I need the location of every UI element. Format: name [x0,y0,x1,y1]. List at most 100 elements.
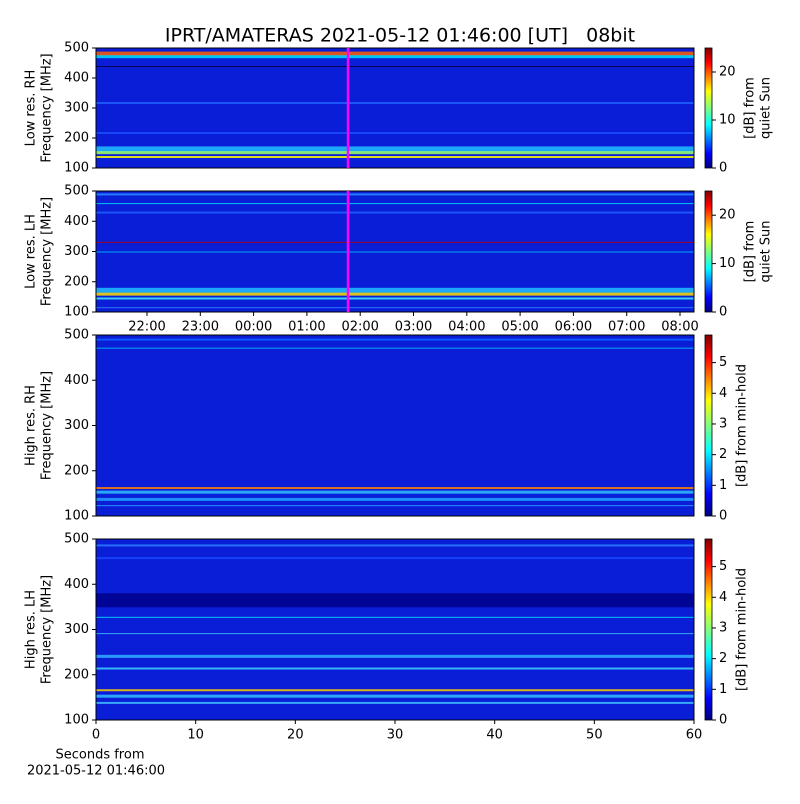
spectrogram-band [96,689,694,692]
y-axis-label: Low res. RH [24,70,39,147]
colorbar-tick-label: 2 [719,447,727,462]
spectrogram-band [96,616,694,618]
spectrogram-band [96,487,694,490]
x-tick-label: 40 [486,728,503,743]
colorbar-tick-label: 1 [719,682,727,697]
colorbar-tick-label: 3 [719,620,727,635]
spectrogram-band [96,251,694,253]
colorbar-label: [dB] from min-hold [735,568,750,691]
spectrogram-band [96,297,694,300]
y-tick-label: 200 [64,131,89,146]
spectrogram-band [96,633,694,635]
y-tick-label: 400 [64,214,89,229]
spectrogram-band [96,557,694,560]
colorbar-tick-label: 0 [719,161,727,176]
colorbar-tick-label: 5 [719,559,727,574]
colorbar-label: quiet Sun [759,220,774,282]
y-tick-label: 200 [64,667,89,682]
y-tick-label: 400 [64,71,89,86]
x-tick-label: 0 [92,728,100,743]
spectrogram-band [96,497,694,501]
spectrogram-band [96,694,694,698]
x-tick-label: 03:00 [395,320,432,335]
colorbar-tick-label: 1 [719,478,727,493]
y-tick-label: 500 [64,532,89,547]
colorbar [704,190,713,313]
colorbar-label: [dB] from [743,221,758,283]
colorbar-label: [dB] from [743,77,758,139]
spectrogram-band [96,593,694,608]
x-tick-label: 23:00 [182,320,219,335]
x-tick-label: 08:00 [661,320,698,335]
spectrogram-band [96,490,694,494]
y-tick-label: 400 [64,373,89,388]
y-tick-label: 300 [64,101,89,116]
y-tick-label: 100 [64,509,89,524]
x-tick-label: 05:00 [501,320,538,335]
spectrogram-band [96,66,694,67]
y-tick-label: 200 [64,274,89,289]
x-tick-label: 04:00 [448,320,485,335]
spectrogram-band [96,203,694,205]
y-tick-label: 200 [64,463,89,478]
colorbar-tick-label: 0 [719,713,727,728]
spectrogram-band [96,701,694,704]
spectrogram [96,539,694,720]
x-axis-label: 2021-05-12 01:46:00 [27,764,165,779]
spectrogram-band [96,241,694,243]
y-axis-label: Frequency [MHz] [40,197,55,306]
colorbar [704,538,713,721]
y-axis-label: High res. RH [24,385,39,466]
spectrogram-band [96,338,694,341]
spectrogram-band [96,292,694,296]
colorbar [704,47,713,169]
spectrogram-band [96,654,694,658]
y-axis-label: High res. LH [24,590,39,669]
colorbar-tick-label: 5 [719,355,727,370]
colorbar-tick-label: 4 [719,590,727,605]
y-tick-label: 100 [64,305,89,320]
spectrogram-band [96,544,694,547]
colorbar-tick-label: 0 [719,305,727,320]
y-tick-label: 400 [64,577,89,592]
y-tick-label: 300 [64,622,89,637]
spectrogram-band [96,287,694,293]
spectrogram-band [96,347,694,349]
x-tick-label: 07:00 [608,320,645,335]
y-axis-label: Frequency [MHz] [40,575,55,684]
x-tick-label: 20 [287,728,304,743]
colorbar-tick-label: 3 [719,416,727,431]
y-tick-label: 500 [64,328,89,343]
spectrogram-band [96,211,694,214]
y-axis-label: Frequency [MHz] [40,371,55,480]
spectrogram-band [96,667,694,670]
x-tick-label: 02:00 [341,320,378,335]
spectrogram-band [96,132,694,134]
y-tick-label: 500 [64,41,89,56]
colorbar-tick-label: 10 [719,256,736,271]
colorbar-label: quiet Sun [759,77,774,139]
colorbar-tick-label: 2 [719,651,727,666]
spectrogram-band [96,55,694,59]
colorbar-tick-label: 20 [719,65,736,80]
x-tick-label: 30 [387,728,404,743]
spectrogram [96,335,694,516]
y-tick-label: 100 [64,161,89,176]
x-tick-label: 50 [586,728,603,743]
spectrogram-band [96,51,694,56]
x-tick-label: 22:00 [128,320,165,335]
y-tick-label: 300 [64,418,89,433]
colorbar-tick-label: 20 [719,208,736,223]
x-tick-label: 06:00 [555,320,592,335]
x-tick-label: 00:00 [235,320,272,335]
spectrogram-band [96,193,694,196]
y-tick-label: 300 [64,244,89,259]
colorbar-tick-label: 4 [719,386,727,401]
spectrogram-band [96,505,694,507]
y-tick-label: 500 [64,184,89,199]
spectrogram-band [96,307,694,309]
spectrogram-band [96,156,694,158]
spectrogram-band [96,151,694,155]
colorbar-tick-label: 0 [719,509,727,524]
